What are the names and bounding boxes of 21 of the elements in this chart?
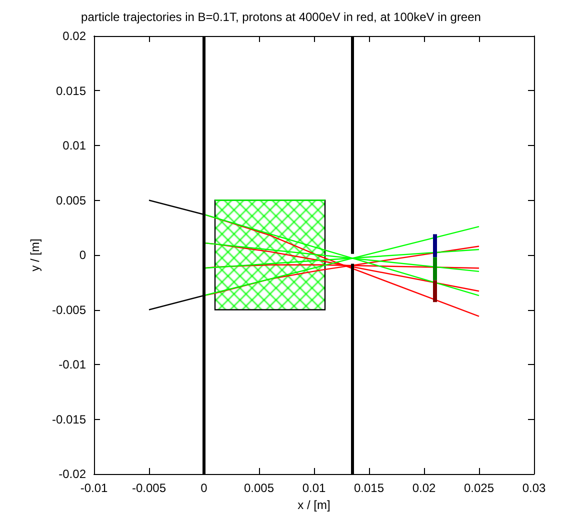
y-tick-label: 0.015 (56, 84, 86, 98)
y-tick-label: 0.005 (56, 193, 86, 208)
y-tick-label: 0.01 (62, 138, 86, 152)
x-tick-label: 0.005 (244, 481, 274, 495)
y-tick-label: -0.015 (52, 412, 86, 426)
x-tick-label: 0.03 (522, 481, 546, 495)
y-tick-label: -0.02 (58, 467, 86, 481)
x-tick-label: 0.015 (354, 481, 384, 495)
x-tick-label: 0.02 (412, 481, 436, 495)
x-tick-label: 0.01 (302, 481, 326, 495)
chart-title: particle trajectories in B=0.1T, protons at 4000eV in red, at 100keV in green (81, 10, 481, 24)
x-tick-label: -0.01 (80, 481, 108, 495)
y-tick-label: -0.005 (52, 302, 86, 317)
x-axis-title: x / [m] (298, 498, 330, 512)
x-tick-label: 0 (200, 481, 208, 495)
x-tick-label: -0.005 (132, 481, 166, 495)
y-tick-label: 0.02 (62, 29, 86, 43)
x-tick-label: 0.025 (464, 481, 494, 495)
y-tick-label: 0 (79, 248, 86, 262)
y-axis-title: y / [m] (28, 238, 42, 272)
y-tick-label: -0.01 (58, 358, 86, 372)
